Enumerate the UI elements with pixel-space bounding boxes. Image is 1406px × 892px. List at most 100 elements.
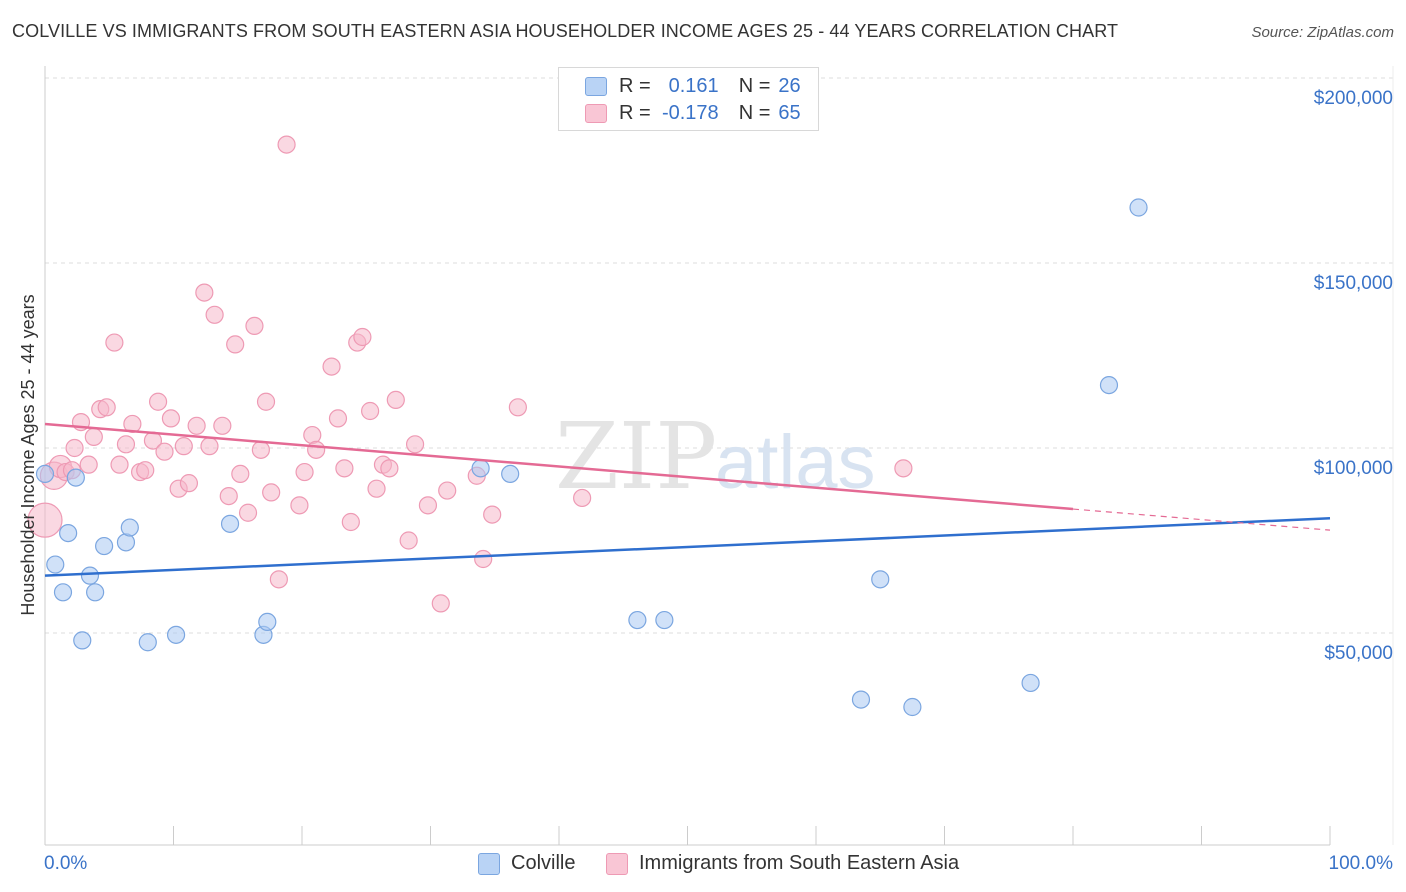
immigrants-point	[205, 305, 224, 324]
x-tick-label: 0.0%	[44, 853, 87, 874]
immigrants-point	[110, 455, 129, 474]
colville-point	[1129, 198, 1148, 217]
immigrants-point	[155, 442, 174, 461]
colville-point	[871, 570, 890, 589]
colville-point	[1021, 673, 1040, 693]
colville-point	[53, 583, 73, 602]
immigrants-point	[213, 416, 232, 435]
immigrants-point	[328, 409, 348, 428]
source-credit: Source: ZipAtlas.com	[1251, 24, 1394, 41]
immigrants-point	[438, 481, 457, 500]
colville-point	[1099, 376, 1119, 395]
immigrants-point	[79, 455, 98, 474]
colville-point	[628, 610, 647, 630]
colville-point	[851, 690, 871, 709]
watermark: ZIP atlas	[555, 403, 876, 510]
correlation-legend: R = 0.161 N = 26 R = -0.178 N = 65	[558, 67, 819, 131]
immigrants-point	[238, 503, 258, 522]
immigrants-point	[418, 496, 438, 515]
colville-point	[66, 468, 85, 487]
legend-row-colville: R = 0.161 N = 26	[585, 73, 801, 99]
legend-swatch-immigrants	[585, 103, 607, 123]
legend-r-label: R =	[619, 101, 651, 124]
immigrants-point	[148, 392, 168, 411]
immigrants-point	[307, 440, 326, 459]
y-tick-label: $50,000	[1324, 643, 1393, 664]
immigrants-point	[245, 316, 264, 335]
immigrants-point	[116, 435, 136, 454]
legend-label-immigrants: Immigrants from South Eastern Asia	[639, 852, 960, 874]
trend-lines	[44, 422, 1331, 577]
immigrants-point	[219, 487, 238, 506]
immigrants-point	[251, 440, 270, 459]
y-tick-label: $150,000	[1314, 273, 1393, 294]
colville-point	[46, 555, 65, 574]
grid	[45, 77, 1395, 634]
colville-point	[655, 610, 674, 630]
colville-point	[166, 625, 186, 644]
chart-title: COLVILLE VS IMMIGRANTS FROM SOUTH EASTER…	[12, 21, 1119, 41]
immigrants-point	[65, 438, 84, 458]
immigrants-point	[269, 570, 288, 589]
colville-point	[501, 464, 520, 483]
immigrants-point	[386, 390, 405, 409]
watermark-atlas: atlas	[715, 420, 876, 505]
legend-item-immigrants[interactable]: Immigrants from South Eastern Asia	[606, 852, 959, 875]
immigrants-point	[27, 502, 63, 538]
immigrants-point	[290, 496, 309, 515]
immigrants-point	[174, 437, 193, 456]
legend-n-label: N =	[738, 74, 771, 97]
immigrants-point	[361, 401, 380, 421]
legend-n-value: 65	[778, 101, 801, 124]
immigrants-point	[161, 409, 181, 428]
y-tick-label: $100,000	[1314, 458, 1393, 479]
immigrants-point	[136, 461, 155, 480]
colville-point	[471, 459, 490, 478]
immigrants-trend-line	[44, 422, 1074, 511]
axis-labels: $50,000 $100,000 $150,000 $200,000 0.0% 100.0…	[18, 88, 1393, 874]
colville-point	[903, 697, 922, 717]
immigrants-point	[84, 427, 103, 446]
immigrants-point	[256, 392, 276, 411]
legend-swatch-colville	[478, 852, 500, 875]
immigrants-point	[474, 549, 493, 569]
x-tick-label: 100.0%	[1329, 853, 1394, 874]
immigrants-point	[353, 327, 372, 347]
immigrants-point	[200, 437, 219, 456]
legend-item-colville[interactable]: Colville	[478, 852, 575, 875]
legend-n-label: N =	[738, 101, 771, 124]
colville-trend-line	[44, 517, 1331, 577]
immigrants-point	[405, 435, 425, 454]
legend-swatch-immigrants	[606, 852, 628, 875]
immigrants-point	[97, 398, 116, 417]
colville-point	[220, 514, 240, 533]
immigrants-point	[231, 464, 250, 483]
legend-swatch-colville	[585, 76, 607, 96]
immigrants-point	[187, 416, 206, 435]
legend-r-value: -0.178	[661, 101, 719, 124]
legend-r-value: 0.161	[668, 74, 719, 97]
colville-point	[120, 518, 139, 537]
legend-n-value: 26	[778, 74, 801, 97]
immigrants-point	[367, 479, 386, 498]
immigrants-point	[179, 474, 199, 493]
immigrants-point	[277, 135, 296, 154]
series-immigrants-points	[27, 135, 913, 613]
colville-point	[80, 566, 100, 585]
immigrants-point	[262, 483, 281, 502]
immigrants-point	[105, 333, 124, 352]
immigrants-point	[322, 357, 341, 376]
y-axis-title: Householder Income Ages 25 - 44 years	[18, 294, 38, 615]
colville-point	[95, 536, 114, 556]
immigrants-point	[431, 594, 450, 613]
immigrants-point	[335, 459, 354, 478]
colville-point	[258, 612, 277, 632]
series-legend: Colville Immigrants from South Eastern A…	[0, 852, 1406, 878]
immigrants-point	[380, 459, 399, 478]
immigrants-point	[399, 531, 418, 550]
immigrants-point	[295, 462, 314, 482]
y-tick-label: $200,000	[1314, 88, 1393, 109]
colville-point	[59, 523, 78, 543]
immigrants-trend-extension	[1072, 508, 1331, 531]
